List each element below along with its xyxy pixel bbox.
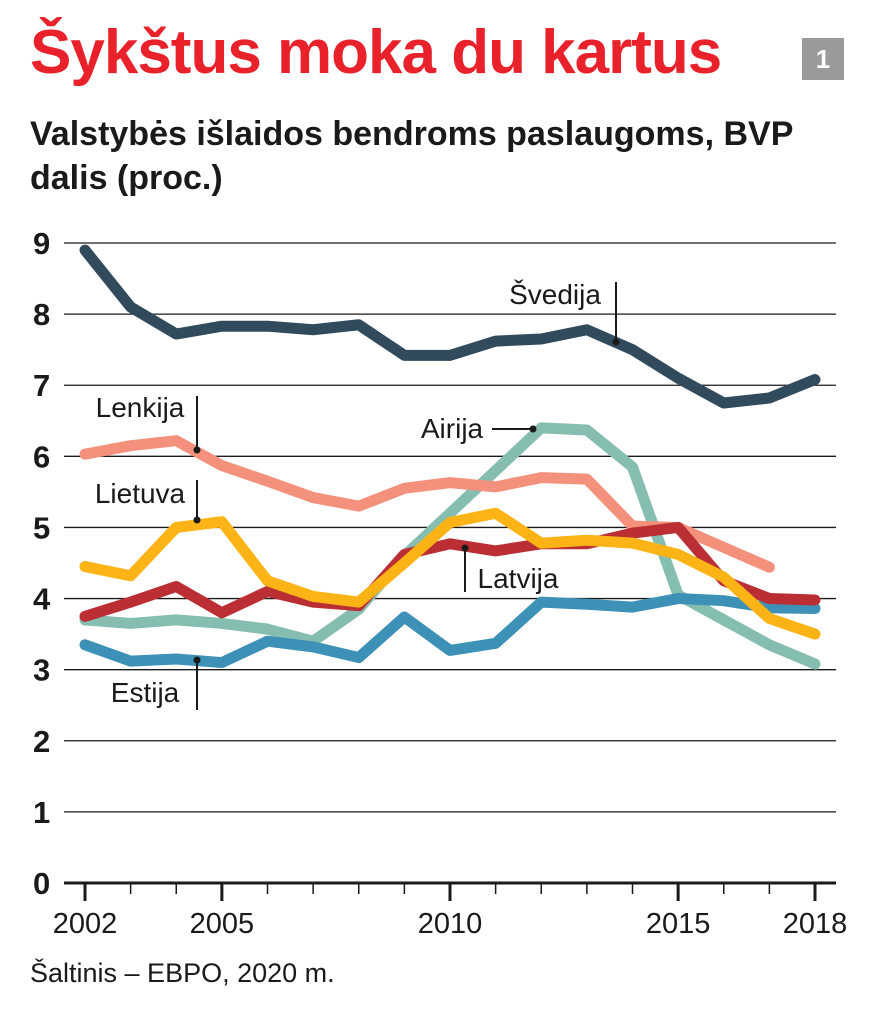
x-tick-label: 2010 xyxy=(418,908,483,940)
series-line xyxy=(79,593,821,669)
series-line xyxy=(79,521,821,622)
figure-number-badge: 1 xyxy=(802,38,844,80)
chart-title: Šykštus moka du kartus xyxy=(30,18,722,87)
series-label: Lietuva xyxy=(95,478,186,509)
source-note: Šaltinis – EBPO, 2020 m. xyxy=(30,958,335,988)
y-tick-label: 6 xyxy=(33,439,50,474)
leader-dot xyxy=(193,516,201,524)
y-tick-label: 3 xyxy=(33,653,50,688)
leader-dot xyxy=(193,446,201,454)
x-tick-label: 2002 xyxy=(53,908,118,940)
y-tick-label: 4 xyxy=(33,582,51,617)
series-label: Airija xyxy=(421,413,484,444)
y-tick-label: 9 xyxy=(33,226,50,261)
chart-subtitle: Valstybės išlaidos bendroms paslaugoms, … xyxy=(30,115,793,197)
axes: 0 1 2 3 4 5 6 7 8 9 2002 2005 2010 2015 2018 xyxy=(33,226,847,940)
leader-dot xyxy=(461,544,469,552)
series-label: Lenkija xyxy=(96,392,185,423)
leader-dot xyxy=(529,425,537,433)
grid-lines xyxy=(64,242,836,885)
series-lines xyxy=(79,244,821,670)
y-tick-label: 8 xyxy=(33,297,50,332)
series-line xyxy=(79,244,821,409)
y-tick-label: 7 xyxy=(33,368,50,403)
leader-dot xyxy=(193,656,201,664)
series-label: Švedija xyxy=(509,279,601,310)
series-label: Estija xyxy=(111,677,180,708)
leader-dot xyxy=(612,338,620,346)
y-tick-label: 1 xyxy=(33,795,50,830)
series-line xyxy=(79,507,821,640)
y-tick-label: 0 xyxy=(33,866,50,901)
x-tick-label: 2018 xyxy=(783,908,848,940)
x-tick-label: 2015 xyxy=(646,908,711,940)
series-label: Latvija xyxy=(478,563,559,594)
series-labels: Švedija Lenkija Lietuva Estija Airija Latvija xyxy=(95,279,620,710)
y-tick-label: 5 xyxy=(33,510,50,545)
y-tick-label: 2 xyxy=(33,724,50,759)
x-tick-label: 2005 xyxy=(190,908,255,940)
